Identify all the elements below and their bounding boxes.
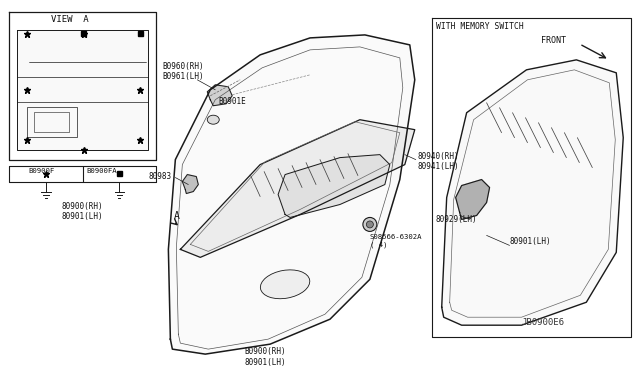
Polygon shape bbox=[207, 85, 232, 106]
Text: B0900(RH)
80901(LH): B0900(RH) 80901(LH) bbox=[244, 347, 286, 366]
Circle shape bbox=[363, 218, 377, 231]
Ellipse shape bbox=[260, 270, 310, 299]
Polygon shape bbox=[17, 30, 148, 150]
Text: 80901(LH): 80901(LH) bbox=[509, 237, 551, 246]
Text: 80940(RH)
80941(LH): 80940(RH) 80941(LH) bbox=[418, 152, 460, 171]
Text: WITH MEMORY SWITCH: WITH MEMORY SWITCH bbox=[436, 22, 524, 31]
Text: A: A bbox=[173, 211, 179, 221]
Polygon shape bbox=[180, 120, 415, 257]
Polygon shape bbox=[182, 174, 198, 193]
Text: B0900F: B0900F bbox=[29, 167, 55, 174]
Text: S08566-6302A
( 4): S08566-6302A ( 4) bbox=[370, 234, 422, 248]
Text: 80900(RH)
80901(LH): 80900(RH) 80901(LH) bbox=[62, 202, 104, 221]
Polygon shape bbox=[442, 60, 623, 325]
Polygon shape bbox=[456, 180, 490, 219]
Circle shape bbox=[366, 221, 373, 228]
Bar bbox=[27, 107, 77, 137]
Text: FRONT: FRONT bbox=[541, 36, 566, 45]
Text: 80929(LH): 80929(LH) bbox=[436, 215, 477, 224]
Polygon shape bbox=[168, 35, 415, 354]
Text: B0960(RH)
B0961(LH): B0960(RH) B0961(LH) bbox=[163, 62, 204, 81]
Bar bbox=[138, 31, 143, 36]
Polygon shape bbox=[278, 155, 390, 218]
Text: B0901E: B0901E bbox=[218, 97, 246, 106]
Bar bbox=[34, 112, 68, 132]
Text: VIEW  A: VIEW A bbox=[51, 15, 88, 24]
Ellipse shape bbox=[207, 115, 220, 124]
Text: JB0900E6: JB0900E6 bbox=[522, 318, 564, 327]
Bar bbox=[117, 171, 122, 176]
Text: 80983: 80983 bbox=[148, 171, 172, 180]
Bar bbox=[81, 31, 86, 36]
Text: B0900FA: B0900FA bbox=[86, 167, 117, 174]
